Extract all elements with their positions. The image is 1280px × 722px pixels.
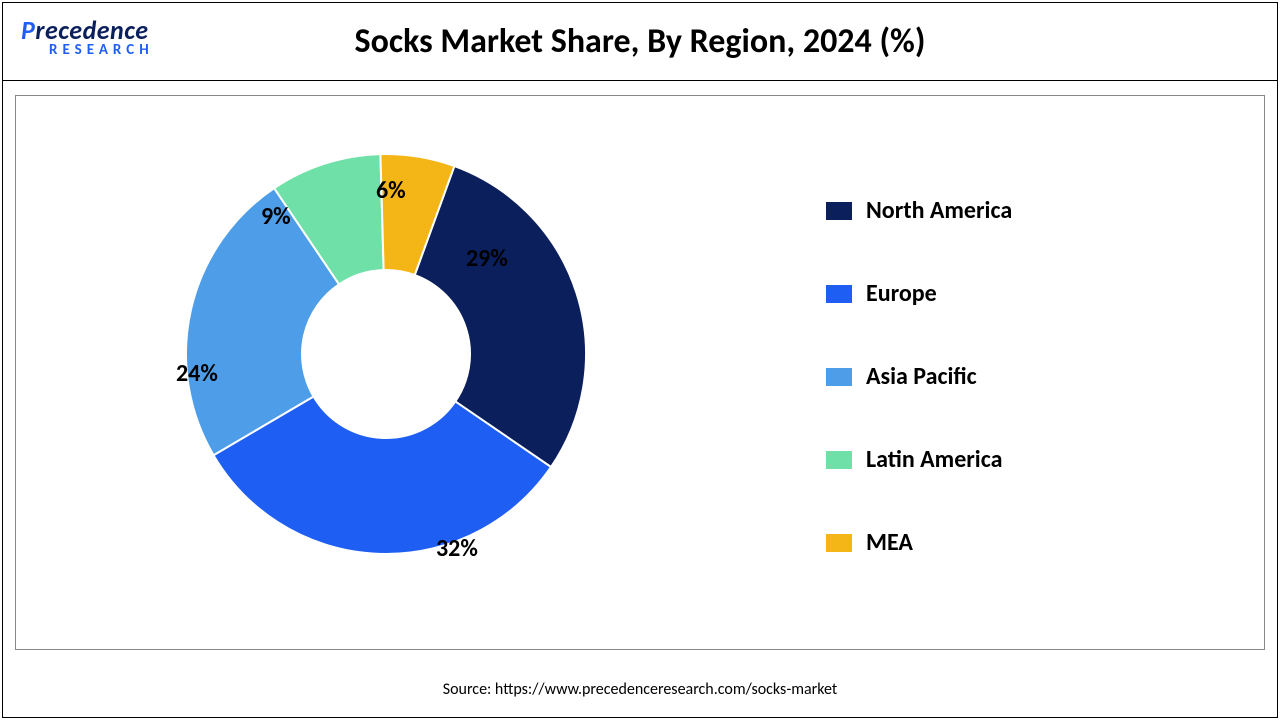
slice-label-latin-america: 9%	[261, 202, 291, 231]
legend-label: Latin America	[866, 445, 1002, 474]
logo-line1: Precedence	[21, 17, 154, 43]
legend-swatch	[826, 285, 852, 303]
logo-accent: P	[21, 14, 35, 46]
donut-chart: 29% 32% 24% 9% 6%	[166, 134, 606, 574]
chart-frame: 29% 32% 24% 9% 6% North America Europe Asia Pa…	[15, 95, 1265, 650]
slice-label-north-america: 29%	[466, 244, 508, 273]
slice-label-asia-pacific: 24%	[176, 359, 218, 388]
legend-item-europe: Europe	[826, 279, 1012, 308]
slice-label-mea: 6%	[376, 176, 406, 205]
legend-item-mea: MEA	[826, 528, 1012, 557]
source-text: Source: https://www.precedenceresearch.c…	[3, 680, 1277, 699]
logo-line2: RESEARCH	[49, 43, 154, 58]
header-bar: Precedence RESEARCH Socks Market Share, …	[3, 3, 1277, 81]
legend-swatch	[826, 534, 852, 552]
legend-swatch	[826, 202, 852, 220]
legend-label: North America	[866, 196, 1012, 225]
legend-label: MEA	[866, 528, 913, 557]
legend-item-latin-america: Latin America	[826, 445, 1012, 474]
outer-frame: Precedence RESEARCH Socks Market Share, …	[2, 2, 1278, 718]
brand-logo: Precedence RESEARCH	[21, 17, 154, 58]
legend: North America Europe Asia Pacific Latin Ame…	[826, 196, 1012, 557]
legend-label: Asia Pacific	[866, 362, 977, 391]
slice-label-europe: 32%	[436, 534, 478, 563]
legend-swatch	[826, 451, 852, 469]
chart-title: Socks Market Share, By Region, 2024 (%)	[3, 21, 1277, 62]
legend-swatch	[826, 368, 852, 386]
legend-label: Europe	[866, 279, 937, 308]
legend-item-north-america: North America	[826, 196, 1012, 225]
legend-item-asia-pacific: Asia Pacific	[826, 362, 1012, 391]
